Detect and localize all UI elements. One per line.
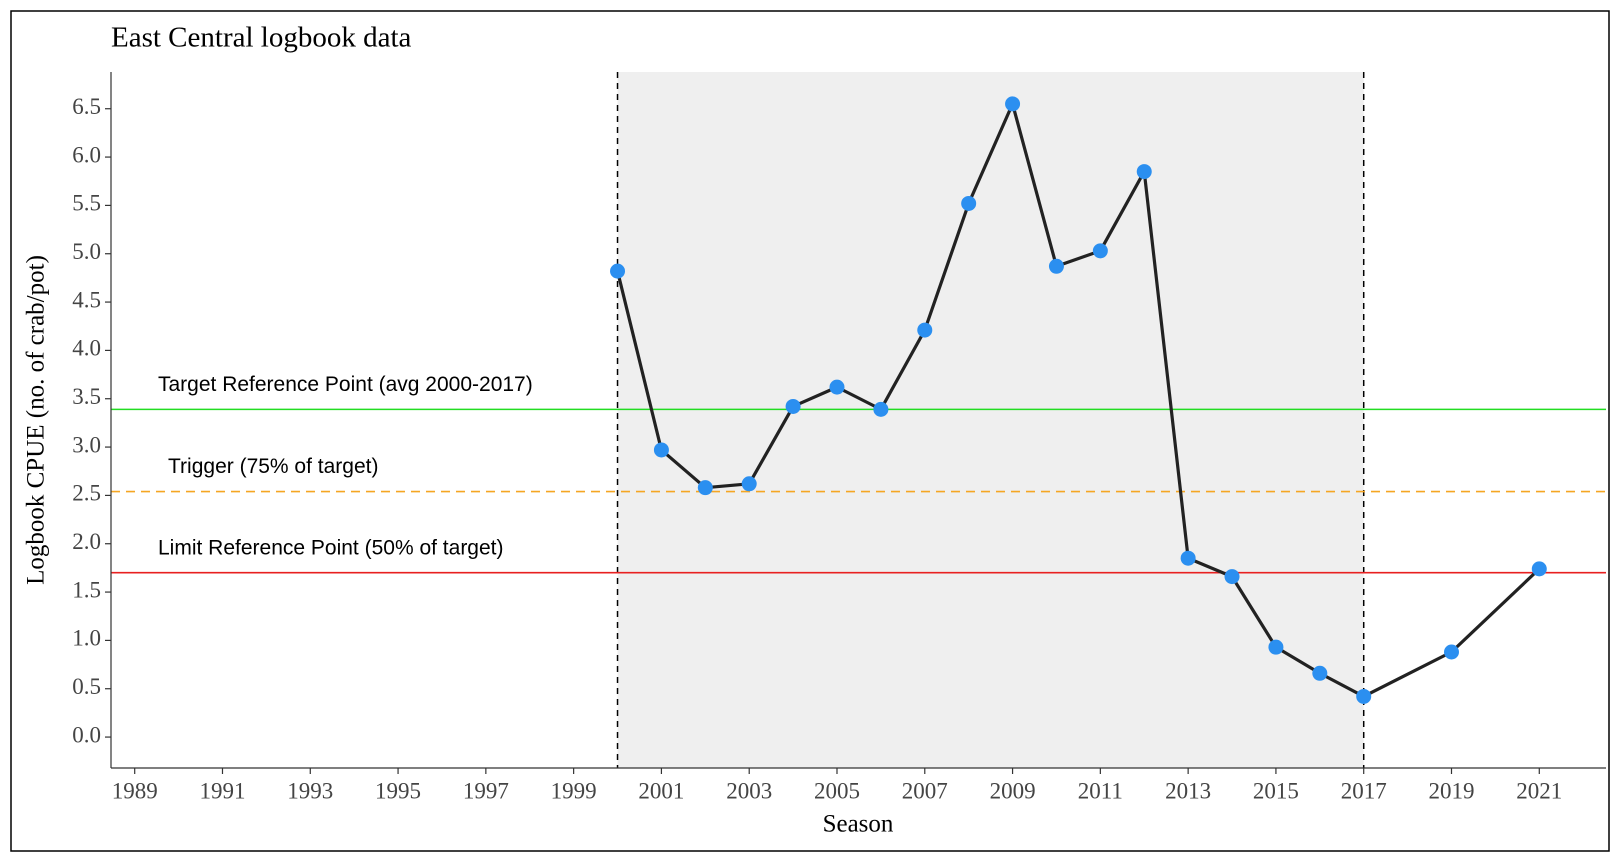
y-tick-label: 1.5	[72, 577, 101, 602]
data-point	[1268, 639, 1284, 655]
y-tick-label: 2.0	[72, 529, 101, 554]
data-point	[917, 322, 933, 338]
x-tick-label: 2007	[902, 778, 948, 803]
x-tick-label: 2021	[1516, 778, 1562, 803]
data-point	[1531, 561, 1547, 577]
data-point	[697, 480, 713, 496]
data-point	[1005, 96, 1021, 112]
x-tick-label: 1991	[199, 778, 245, 803]
data-point	[1443, 644, 1459, 660]
x-tick-label: 2001	[638, 778, 684, 803]
x-axis-label: Season	[823, 811, 894, 838]
data-point	[1092, 243, 1108, 259]
data-point	[653, 442, 669, 458]
data-point	[1136, 164, 1152, 180]
data-point	[961, 195, 977, 211]
reference-label: Target Reference Point (avg 2000-2017)	[158, 373, 533, 396]
reference-label: Trigger (75% of target)	[168, 455, 378, 478]
x-tick-label: 2011	[1078, 778, 1123, 803]
x-tick-label: 2017	[1341, 778, 1387, 803]
data-point	[1180, 550, 1196, 566]
y-axis-label: Logbook CPUE (no. of crab/pot)	[23, 255, 50, 585]
x-tick-label: 2005	[814, 778, 860, 803]
y-tick-label: 1.0	[72, 626, 101, 651]
x-tick-label: 2003	[726, 778, 772, 803]
y-tick-label: 3.0	[72, 432, 101, 457]
data-point	[1312, 665, 1328, 681]
data-point	[829, 379, 845, 395]
data-point	[741, 476, 757, 492]
x-tick-label: 2009	[990, 778, 1036, 803]
y-tick-label: 4.5	[72, 287, 101, 312]
reference-label: Limit Reference Point (50% of target)	[158, 536, 504, 559]
data-point	[1356, 688, 1372, 704]
y-tick-label: 0.0	[72, 722, 101, 747]
y-tick-label: 4.0	[72, 336, 101, 361]
x-tick-label: 1999	[551, 778, 597, 803]
y-tick-label: 6.5	[72, 94, 101, 119]
x-tick-label: 2019	[1428, 778, 1474, 803]
y-tick-label: 5.0	[72, 239, 101, 264]
y-tick-label: 6.0	[72, 142, 101, 167]
x-tick-label: 1997	[463, 778, 509, 803]
data-point	[1048, 258, 1064, 274]
shaded-period	[617, 72, 1364, 768]
y-tick-label: 5.5	[72, 191, 101, 216]
data-point	[873, 401, 889, 417]
y-tick-label: 2.5	[72, 481, 101, 506]
data-point	[610, 263, 626, 279]
data-line	[615, 102, 1541, 699]
x-tick-label: 1993	[287, 778, 333, 803]
y-tick-label: 3.5	[72, 384, 101, 409]
x-tick-label: 1995	[375, 778, 421, 803]
x-tick-label: 2015	[1253, 778, 1299, 803]
x-tick-label: 2013	[1165, 778, 1211, 803]
chart-title: East Central logbook data	[111, 22, 412, 54]
data-point	[785, 398, 801, 414]
y-tick-label: 0.5	[72, 674, 101, 699]
data-point	[1224, 569, 1240, 585]
x-tick-label: 1989	[112, 778, 158, 803]
